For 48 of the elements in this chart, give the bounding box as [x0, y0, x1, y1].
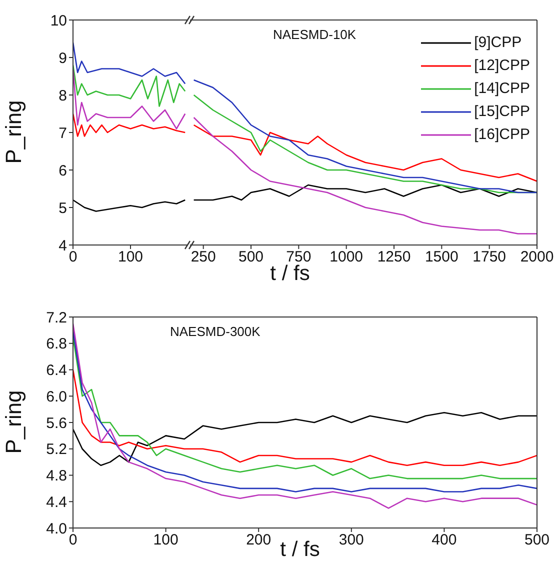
legend-label: [16]CPP [474, 126, 530, 143]
y-tick-label: 4 [58, 237, 67, 254]
line-series [73, 64, 186, 107]
legend-label: [9]CPP [474, 34, 522, 51]
x-tick-label: 1500 [424, 248, 458, 266]
x-tick-label: 0 [68, 248, 78, 266]
legend-label: [15]CPP [474, 103, 530, 120]
y-axis-title: P_ring [1, 390, 27, 454]
x-tick-label: 2000 [520, 248, 554, 266]
y-tick-label: 6 [58, 162, 67, 180]
y-tick-label: 8 [58, 87, 67, 104]
y-tick-label: 7 [58, 124, 67, 142]
x-tick-label: 500 [524, 532, 550, 549]
y-axis-title: P_ring [1, 100, 27, 164]
y-tick-label: 9 [58, 50, 67, 67]
y-tick-label: 5.6 [46, 414, 67, 432]
y-tick-label: 7.2 [46, 309, 67, 326]
y-tick-label: 10 [50, 12, 67, 30]
y-tick-label: 6.0 [46, 388, 67, 406]
line-series [73, 369, 537, 466]
y-tick-label: 6.8 [46, 336, 67, 353]
line-series [73, 42, 186, 84]
y-tick-label: 5 [58, 200, 67, 217]
legend-label: [12]CPP [474, 57, 530, 74]
x-tick-label: 250 [190, 248, 216, 266]
x-tick-label: 400 [432, 532, 457, 549]
y-tick-label: 4.0 [46, 520, 67, 538]
x-tick-label: 500 [238, 248, 264, 266]
x-axis-title: t / fs [280, 538, 320, 561]
text: NAESMD-300K [170, 324, 260, 339]
x-tick-label: 1000 [330, 248, 364, 266]
y-tick-label: 6.4 [46, 362, 67, 380]
line-series [73, 199, 186, 212]
line-series [73, 412, 537, 466]
line-series [73, 113, 186, 137]
x-tick-label: 100 [153, 532, 178, 549]
x-tick-label: 300 [338, 532, 364, 549]
x-tick-label: 0 [68, 532, 78, 549]
text: NAESMD-10K [273, 27, 356, 42]
y-tick-label: 4.8 [46, 468, 67, 485]
x-tick-label: 1250 [377, 248, 411, 266]
y-tick-label: 4.4 [46, 494, 67, 511]
legend-label: [14]CPP [474, 80, 530, 97]
y-tick-label: 5.2 [46, 441, 67, 458]
line-series [73, 68, 186, 130]
x-tick-label: 1750 [472, 248, 506, 266]
x-tick-label: 200 [246, 532, 272, 549]
x-tick-label: 100 [118, 248, 144, 266]
